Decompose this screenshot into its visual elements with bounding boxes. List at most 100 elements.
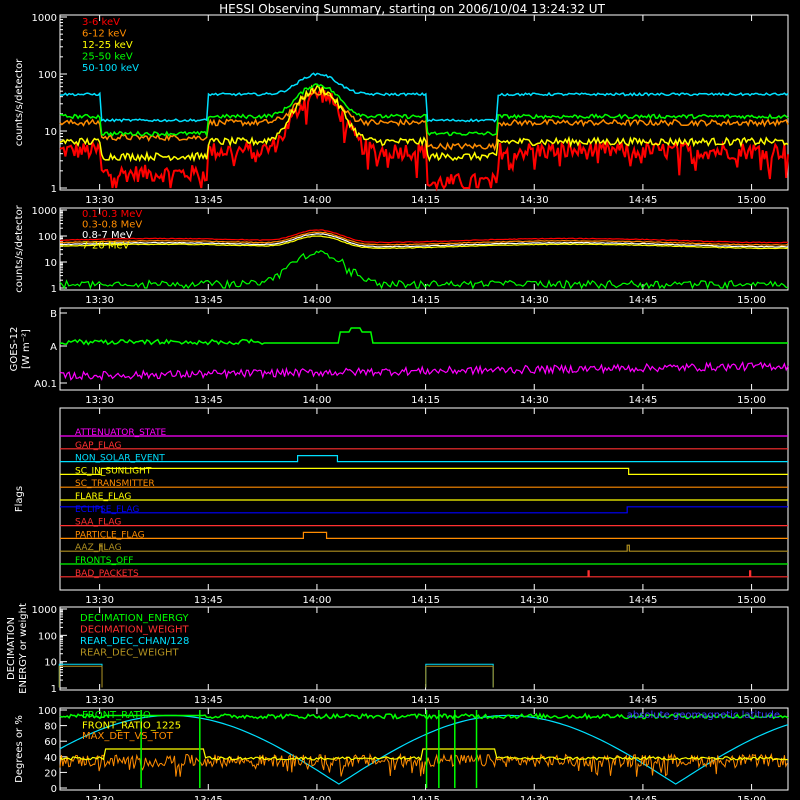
panel-0-legend-3: 25-50 keV	[82, 52, 133, 63]
decimation-step-1-1	[425, 665, 494, 688]
panel-1-xtick-label-1: 13:45	[194, 295, 223, 306]
panel-2-xtick-label-4: 14:30	[520, 395, 549, 406]
flag-label-11: BAD_PACKETS	[75, 569, 139, 579]
panel-0-xtick-label-3: 14:15	[411, 195, 440, 206]
panel-5-xtick-label-1: 13:45	[194, 795, 223, 800]
panel-4-xtick-label-4: 14:30	[520, 695, 549, 706]
panel-3-xtick-label-5: 14:45	[628, 595, 657, 606]
panel-1-legend-0: 0.1-0.3 MeV	[82, 209, 142, 220]
panel-1-legend-2: 0.8-7 MeV	[82, 230, 133, 241]
panel-0-legend-1: 6-12 keV	[82, 29, 126, 40]
panel-0-series-0	[59, 86, 789, 192]
panel-0-legend-2: 12-25 keV	[82, 40, 133, 51]
flag-line-2	[60, 455, 788, 463]
panel-1-xtick-label-0: 13:30	[85, 295, 114, 306]
panel-0-frame	[59, 14, 789, 191]
panel-1-ytick-label-1: 10	[44, 258, 57, 269]
flag-label-3: SC_IN_SUNLIGHT	[75, 466, 152, 476]
panel-4-xtick-label-1: 13:45	[194, 695, 223, 706]
panel-0-xtick-label-0: 13:30	[85, 195, 114, 206]
panel-1-series-0	[59, 229, 788, 244]
panel-0-xtick-label-2: 14:00	[303, 195, 332, 206]
flag-line-11	[60, 570, 788, 578]
panel-3-xtick-label-2: 14:00	[303, 595, 332, 606]
panel-3-xtick-label-6: 15:00	[737, 595, 766, 606]
panel-5-ylabel: Degrees or %	[14, 715, 25, 783]
panel-2-ylabel-1: GOES-12	[9, 327, 20, 372]
panel-3-xtick-label-0: 13:30	[85, 595, 114, 606]
panel-4-ytick-label-2: 100	[38, 631, 57, 642]
panel-4-ytick-label-0: 1	[51, 684, 57, 695]
plots-group: 13:30 13:45 14:00 14:15 14:30 14:45 15:00 count…	[6, 13, 789, 800]
panel-5-xtick-label-0: 13:30	[85, 795, 114, 800]
panel-0-legend-4: 50-100 keV	[82, 63, 139, 74]
flag-label-1: GAP_FLAG	[75, 441, 121, 451]
panel-1-series-3	[59, 235, 789, 250]
panel-2-xtick-label-1: 13:45	[194, 395, 223, 406]
panel-5-series-1	[59, 748, 789, 762]
flag-label-4: SC_TRANSMITTER	[75, 479, 155, 489]
panel-2-xtick-label-0: 13:30	[85, 395, 114, 406]
panel-0-series-4	[59, 72, 789, 123]
decimation-step-0-0	[58, 663, 103, 688]
panel-2-ytick-label-1: A	[50, 342, 57, 353]
panel-4-ytick-label-3: 1000	[32, 605, 57, 616]
panel-0-ytick-label-3: 1000	[32, 13, 57, 24]
panel-0-ytick-label-1: 10	[44, 127, 57, 138]
flag-label-8: PARTICLE_FLAG	[75, 530, 145, 540]
panel-2-ytick-label-0: A0.1	[34, 379, 57, 390]
panel-2-series-0	[59, 327, 788, 346]
panel-2-frame	[59, 307, 789, 391]
panel-2-xtick-label-5: 14:45	[628, 395, 657, 406]
panel-1-series-2	[59, 233, 789, 248]
panel-5-annotation: absolute geomagnetic latitude	[627, 710, 780, 721]
figure-title: HESSI Observing Summary, starting on 200…	[219, 2, 605, 16]
flag-label-6: ECLIPSE_FLAG	[75, 505, 139, 515]
panel-5-ytick-label-5: 100	[38, 706, 57, 717]
panel-1-xtick-label-5: 14:45	[628, 295, 657, 306]
decimation-step-0-1	[425, 663, 494, 688]
flag-line-6	[60, 506, 788, 514]
panel-4-ytick-label-1: 10	[44, 658, 57, 669]
flag-label-9: AAZ_FLAG	[75, 543, 122, 553]
panel-2-ytick-label-2: B	[50, 309, 57, 320]
panel-4-xtick-label-5: 14:45	[628, 695, 657, 706]
panel-5-ytick-label-0: 0	[51, 784, 57, 795]
panel-0-xtick-label-5: 14:45	[628, 195, 657, 206]
panel-1-frame	[59, 207, 789, 291]
panel-0-ytick-label-0: 1	[51, 184, 57, 195]
flag-line-8	[60, 531, 788, 539]
panel-4-xtick-label-2: 14:00	[303, 695, 332, 706]
panel-2-xtick-label-6: 15:00	[737, 395, 766, 406]
panel-5-ytick-label-1: 20	[44, 768, 57, 779]
decimation-step-1-0	[58, 665, 103, 688]
panel-1-series-4	[59, 250, 789, 290]
panel-0-series-3	[59, 83, 789, 138]
panel-1-xtick-label-2: 14:00	[303, 295, 332, 306]
panel-4-xtick-label-6: 15:00	[737, 695, 766, 706]
panel-4-ylabel-1: DECIMATION	[6, 617, 17, 680]
panel-4-frame	[59, 606, 789, 691]
flag-line-9	[60, 544, 788, 552]
panel-0-legend-0: 3-6 keV	[82, 17, 120, 28]
panel-5-ytick-label-3: 60	[44, 737, 57, 748]
panel-5-series-2	[59, 752, 788, 777]
panel-2-xtick-label-3: 14:15	[411, 395, 440, 406]
panel-0-ytick-label-2: 100	[38, 70, 57, 81]
panel-5-ytick-label-4: 80	[44, 722, 57, 733]
panel-1-ytick-label-2: 100	[38, 232, 57, 243]
panel-0-xtick-label-1: 13:45	[194, 195, 223, 206]
flag-label-10: FRONTS_OFF	[75, 556, 133, 566]
panel-3-xtick-label-4: 14:30	[520, 595, 549, 606]
panel-5-series-0	[59, 712, 789, 721]
panel-0-xtick-label-6: 15:00	[737, 195, 766, 206]
panel-5-xtick-label-3: 14:15	[411, 795, 440, 800]
panel-5-legend-0: FRONT_RATIO	[82, 710, 151, 721]
flag-label-5: FLARE_FLAG	[75, 492, 131, 502]
panel-4-xtick-label-3: 14:15	[411, 695, 440, 706]
panel-1-ylabel: counts/s/detector	[14, 204, 25, 292]
panel-1-series-1	[59, 231, 789, 246]
panel-3-frame	[59, 407, 789, 591]
panel-1-xtick-label-4: 14:30	[520, 295, 549, 306]
